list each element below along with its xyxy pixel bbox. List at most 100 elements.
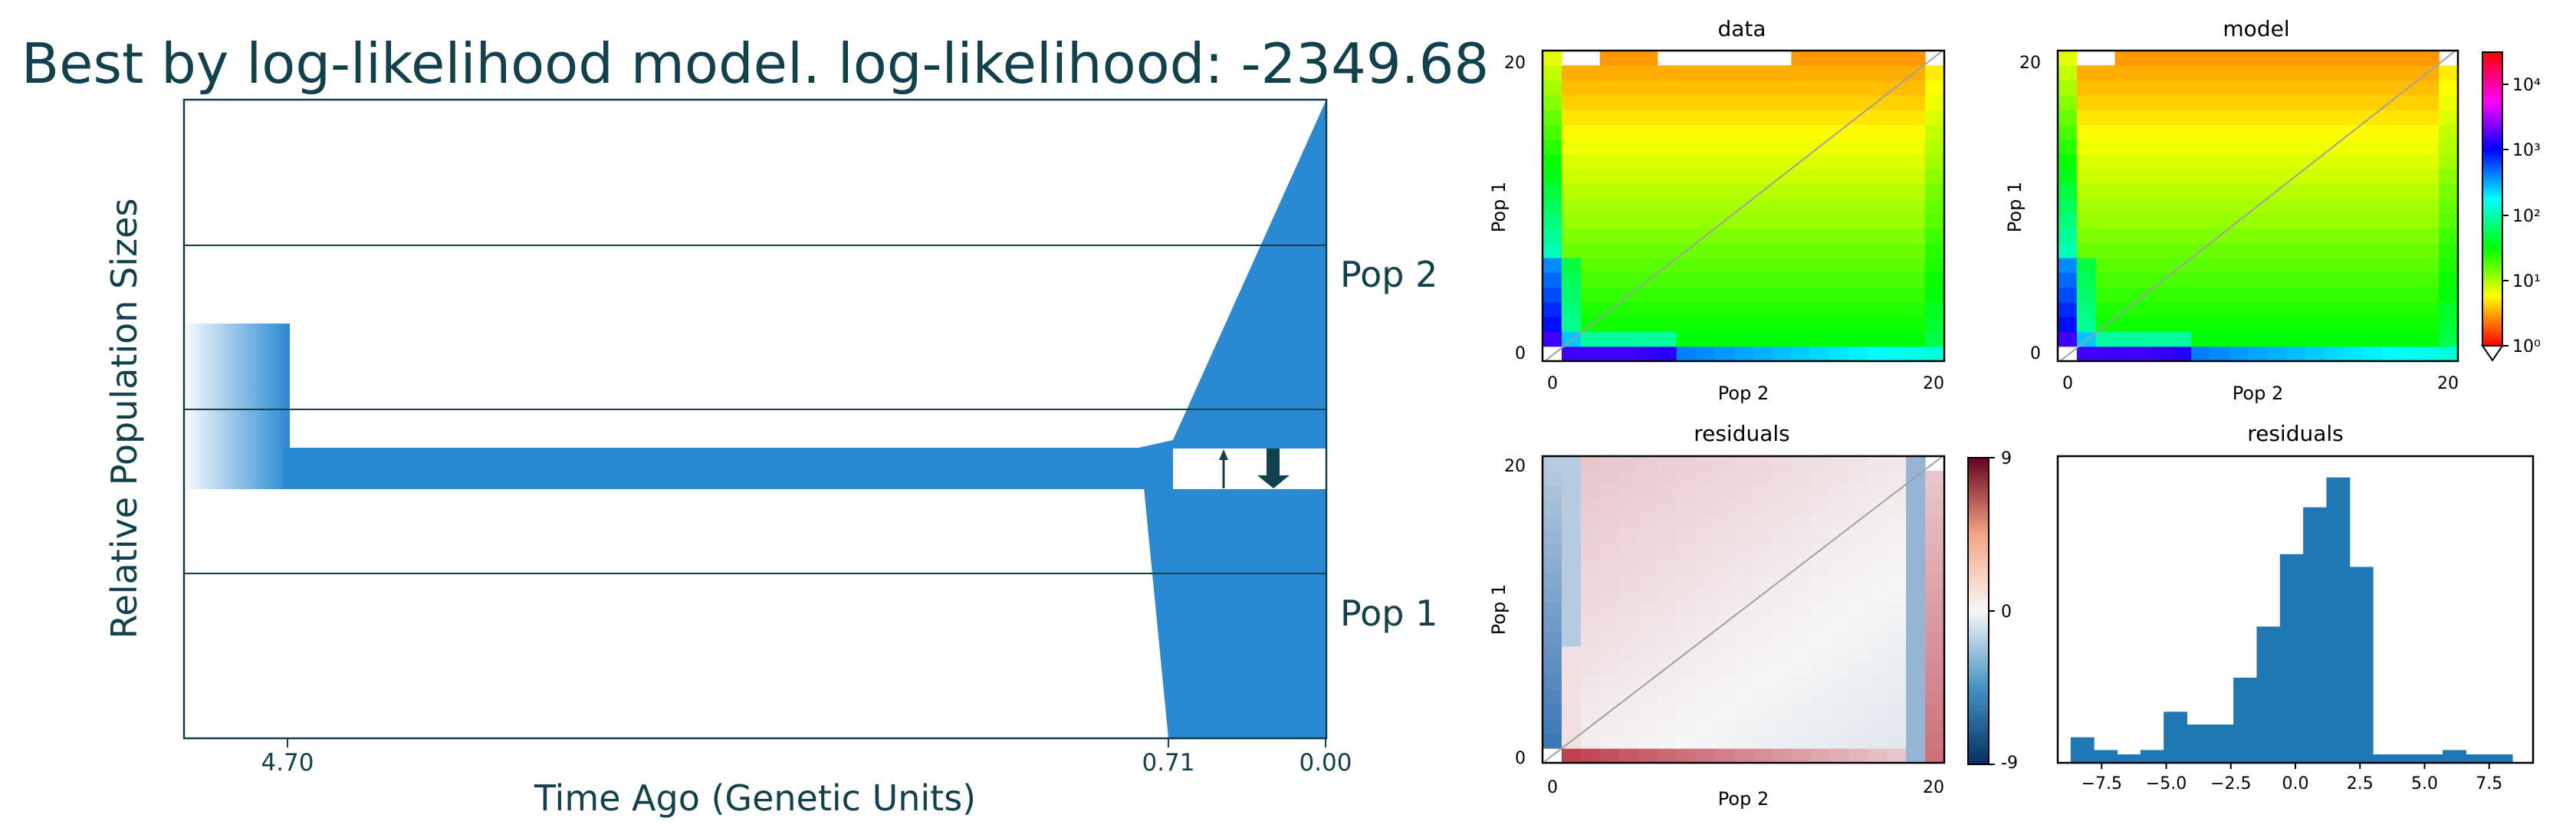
heatmap-cell xyxy=(1599,544,1620,559)
heatmap-cell xyxy=(2134,65,2154,81)
heatmap-cell xyxy=(1906,124,1926,140)
heatmap-cell xyxy=(1543,485,1562,501)
heatmap-cell xyxy=(2248,272,2269,288)
heatmap-cell xyxy=(1695,558,1716,573)
histogram-bar xyxy=(2187,724,2211,763)
heatmap-cell xyxy=(1599,183,1620,199)
heatmap-cell xyxy=(1829,558,1849,573)
heatmap-cell xyxy=(2172,331,2192,347)
heatmap-cell xyxy=(1925,646,1945,662)
heatmap-cell xyxy=(1657,544,1677,559)
heatmap-cell xyxy=(1887,616,1907,632)
heatmap-cell xyxy=(1810,258,1830,273)
heatmap-cell xyxy=(1887,675,1907,691)
heatmap-cell xyxy=(2420,110,2440,126)
heatmap-cell xyxy=(2210,258,2230,273)
heatmap-cell xyxy=(1733,169,1754,185)
heatmap-cell xyxy=(1829,331,1849,347)
heatmap-cell xyxy=(2267,228,2287,244)
heatmap-cell xyxy=(1810,80,1830,96)
heatmap-cell xyxy=(1887,573,1907,589)
heatmap-cell xyxy=(2381,110,2402,126)
heatmap-cell xyxy=(1868,94,1888,110)
heatmap-cell xyxy=(1887,110,1907,126)
heatmap-cell xyxy=(1580,587,1601,603)
heatmap-cell xyxy=(1561,631,1582,647)
heatmap-cell xyxy=(1733,616,1754,632)
heatmap-cell xyxy=(2305,242,2325,258)
histogram-tick-label: 2.5 xyxy=(2347,774,2374,794)
heatmap-cell xyxy=(2400,139,2420,155)
heatmap-cell xyxy=(2439,94,2459,110)
residual-colorbar xyxy=(1967,457,1990,765)
heatmap-cell xyxy=(2248,331,2269,347)
histogram-tick-label: 7.5 xyxy=(2476,774,2502,794)
heatmap-cell xyxy=(2095,301,2116,317)
heatmap-cell xyxy=(1618,631,1639,647)
heatmap-cell xyxy=(2229,110,2249,126)
heatmap-cell xyxy=(2134,94,2154,110)
heatmap-cell xyxy=(1695,573,1716,589)
heatmap-cell xyxy=(1580,500,1601,515)
heatmap-cell xyxy=(1868,689,1888,705)
heatmap-cell xyxy=(1791,616,1811,632)
heatmap-cell xyxy=(1599,213,1620,229)
heatmap-cell xyxy=(2439,80,2459,96)
heatmap-cell xyxy=(1791,242,1811,258)
heatmap-cell xyxy=(2420,154,2440,169)
heatmap-cell xyxy=(2191,346,2211,362)
histogram-bar xyxy=(2256,626,2281,763)
heatmap-cell xyxy=(1753,456,1773,472)
heatmap-cell xyxy=(1695,689,1716,705)
data-axes-frame xyxy=(1541,49,1946,363)
heatmap-cell xyxy=(2210,154,2230,169)
heatmap-cell xyxy=(2248,139,2269,155)
heatmap-cell xyxy=(1848,80,1868,96)
heatmap-cell xyxy=(2420,242,2440,258)
heatmap-cell xyxy=(1733,456,1754,472)
heatmap-cell xyxy=(2343,228,2364,244)
heatmap-cell xyxy=(2095,346,2116,362)
heatmap-cell xyxy=(1925,346,1945,362)
heatmap-cell xyxy=(1618,242,1639,258)
heatmap-cell xyxy=(2114,272,2135,288)
heatmap-cell xyxy=(2076,124,2097,140)
heatmap-cell xyxy=(1906,748,1926,764)
heatmap-cell xyxy=(1733,631,1754,647)
heatmap-cell xyxy=(1906,631,1926,647)
heatmap-cell xyxy=(1772,124,1792,140)
heatmap-cell xyxy=(2191,287,2211,303)
heatmap-cell xyxy=(1848,602,1868,618)
heatmap-cell xyxy=(2095,331,2116,347)
heatmap-cell xyxy=(1906,485,1926,501)
heatmap-cell xyxy=(1925,331,1945,347)
heatmap-cell xyxy=(1695,616,1716,632)
heatmap-cell xyxy=(2153,242,2173,258)
heatmap-cell xyxy=(1829,228,1849,244)
heatmap-cell xyxy=(1580,660,1601,676)
heatmap-cell xyxy=(1753,228,1773,244)
heatmap-cell xyxy=(2076,94,2097,110)
heatmap-cell xyxy=(1714,558,1735,573)
heatmap-cell xyxy=(1772,602,1792,618)
heatmap-cell xyxy=(1676,587,1697,603)
heatmap-cell xyxy=(1925,272,1945,288)
heatmap-cell xyxy=(1887,529,1907,544)
heatmap-cell xyxy=(2095,228,2116,244)
heatmap-cell xyxy=(2286,139,2306,155)
heatmap-cell xyxy=(1925,485,1945,501)
heatmap-cell xyxy=(1695,544,1716,559)
heatmap-cell xyxy=(2381,331,2402,347)
heatmap-cell xyxy=(1887,471,1907,486)
heatmap-cell xyxy=(2343,287,2364,303)
histogram-bar xyxy=(2419,754,2443,763)
heatmap-cell xyxy=(1676,346,1697,362)
model-y-tick-label: 0 xyxy=(2030,344,2041,363)
heatmap-cell xyxy=(1733,675,1754,691)
heatmap-cell xyxy=(1599,646,1620,662)
heatmap-cell xyxy=(1561,331,1582,347)
heatmap-cell xyxy=(1753,748,1773,764)
heatmap-cell xyxy=(1638,616,1658,632)
heatmap-cell xyxy=(1753,346,1773,362)
heatmap-cell xyxy=(1657,331,1677,347)
